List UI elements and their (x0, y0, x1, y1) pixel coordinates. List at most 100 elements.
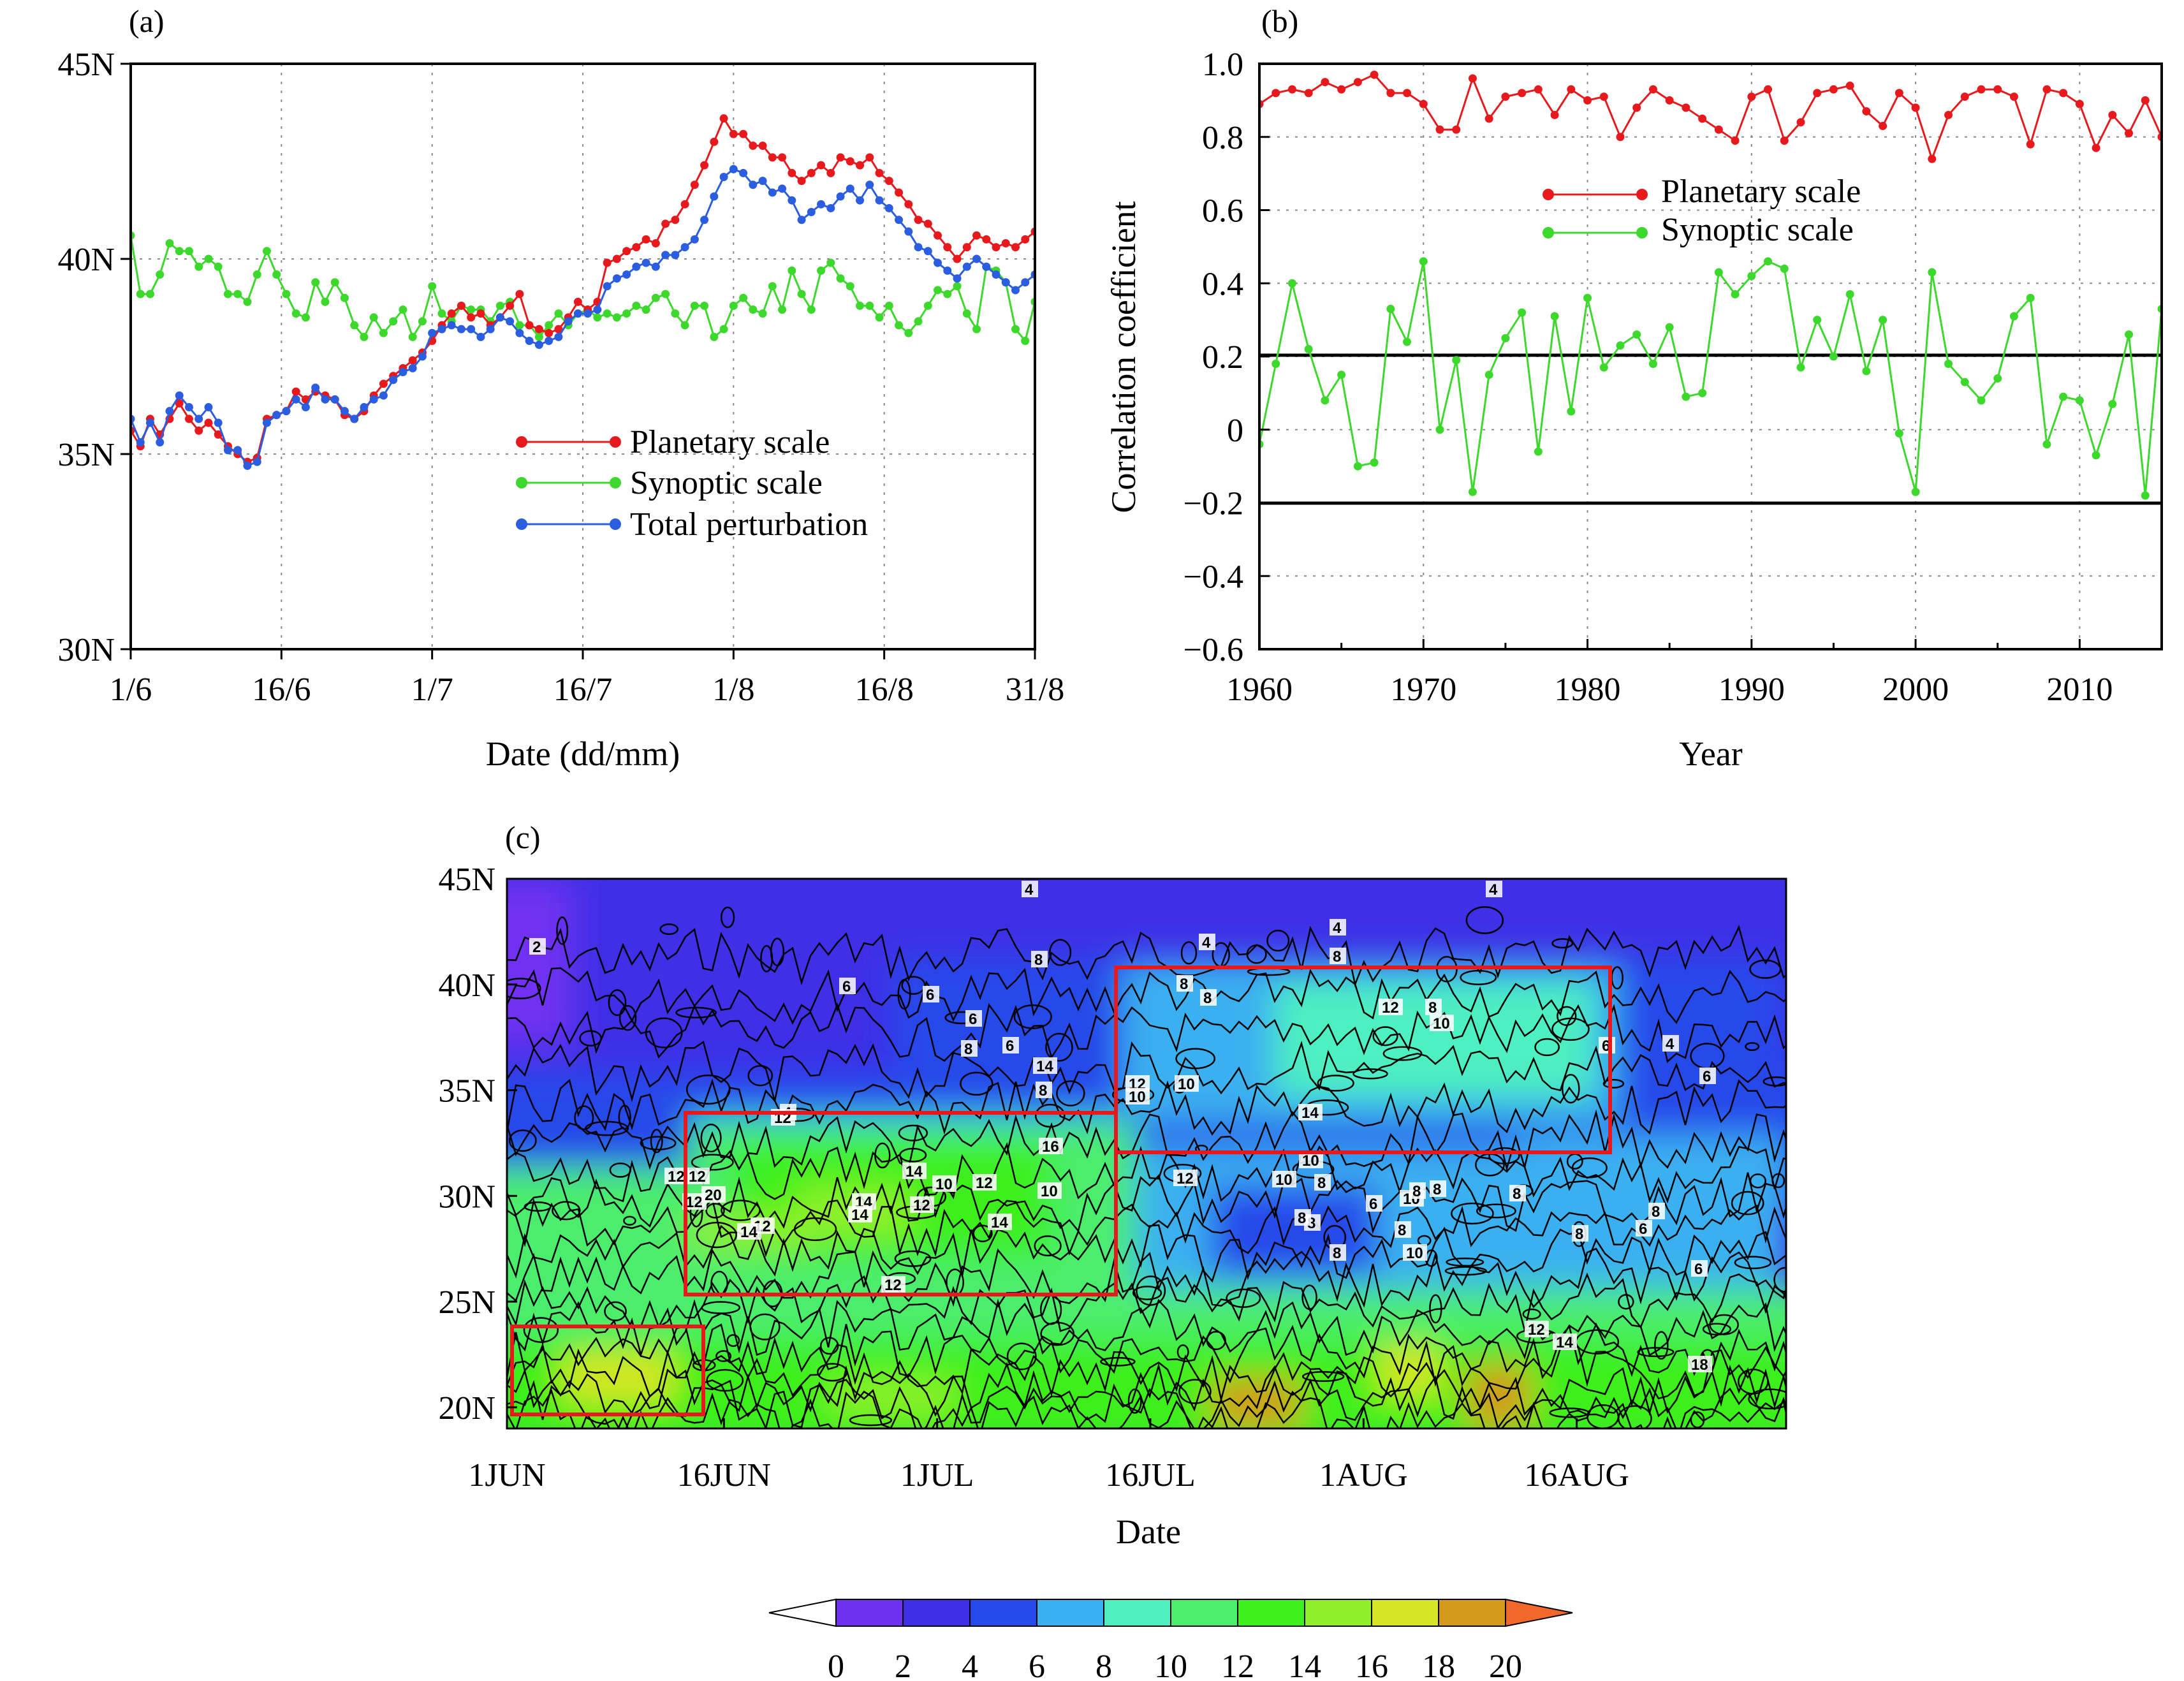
tick-label-x-b: 1960 (1226, 672, 1293, 708)
contour-label-text: 6 (926, 987, 934, 1004)
data-point-a (856, 301, 865, 310)
contour-label-text: 4 (1666, 1036, 1675, 1053)
data-point-a (671, 216, 680, 224)
contour-label: 8 (1572, 1225, 1588, 1243)
contour-label-text: 10 (1129, 1089, 1146, 1106)
data-point-a (856, 161, 865, 170)
ticks-a: 1/6 16/6 1/7 16/7 1/8 16/8 31/8 30N 35N 40N 45N (57, 47, 1064, 708)
data-point-a (1011, 286, 1020, 295)
data-point-a (797, 177, 806, 186)
y-axis-label-b: Correlation coefficient (1104, 201, 1143, 513)
tick-label-x-b: 1990 (1719, 672, 1785, 708)
contour-label: 6 (923, 986, 939, 1004)
data-point-a (710, 137, 719, 146)
data-point-b (1682, 392, 1690, 401)
data-point-b (1796, 118, 1805, 127)
contour-closed (1731, 1191, 1764, 1215)
data-point-a (943, 266, 952, 275)
contour-label-text: 6 (969, 1011, 977, 1028)
contour-label-bg (1036, 1082, 1052, 1098)
contour-label-text: 10 (1433, 1015, 1450, 1032)
contour-label-bg (1294, 1209, 1311, 1226)
data-point-a (749, 142, 758, 150)
contour-label-bg (1553, 1333, 1577, 1350)
tick-label-x-b: 1980 (1555, 672, 1621, 708)
data-point-b (1879, 122, 1887, 131)
colorbar-tick-label: 18 (1422, 1648, 1455, 1681)
data-point-a (1021, 278, 1030, 287)
contour-closed (1176, 1344, 1189, 1360)
data-point-a (389, 317, 398, 326)
contour-closed (1451, 1202, 1494, 1225)
data-point-b (1616, 133, 1625, 142)
data-point-a (778, 153, 787, 162)
data-point-b (1813, 316, 1822, 325)
data-point-a (545, 337, 553, 346)
contour-closed (898, 1124, 928, 1141)
data-point-a (651, 239, 660, 248)
contour-label-text: 14 (991, 1214, 1008, 1231)
data-point-a (953, 254, 962, 263)
contour-label-bg (1175, 1075, 1199, 1092)
contour-label-text: 10 (935, 1176, 953, 1193)
contour-label-bg (1691, 1260, 1708, 1277)
data-point-a (214, 262, 223, 271)
tick-label-x-b: 1970 (1390, 672, 1456, 708)
data-point-a (797, 290, 806, 298)
data-point-b (1911, 103, 1920, 112)
data-point-a (826, 168, 835, 177)
data-point-a (175, 399, 184, 407)
data-point-a (233, 446, 242, 455)
contour-label: 8 (1648, 1203, 1665, 1221)
contour-label-text: 14 (1036, 1058, 1053, 1075)
colorbar-tick-label: 4 (962, 1648, 978, 1681)
contour-label-bg (1430, 1015, 1454, 1031)
contour-label: 8 (1330, 1244, 1346, 1262)
contour-label-bg (932, 1175, 956, 1192)
data-point-b (1796, 363, 1805, 372)
data-point-a (729, 301, 738, 310)
contour-closed (1040, 1321, 1075, 1346)
contour-label-text: 4 (1025, 881, 1034, 899)
contour-label-bg (1272, 1171, 1296, 1187)
data-point-a (680, 321, 689, 330)
tick-label-y-b: 0.2 (1202, 339, 1243, 376)
contour-label-text: 6 (1006, 1038, 1014, 1055)
data-point-b (1534, 85, 1543, 94)
contour-closed (1618, 1294, 1634, 1310)
data-point-a (875, 313, 884, 322)
contour-closed (1132, 1286, 1162, 1300)
contour-label: 12 (972, 1174, 997, 1192)
colorbar-tick-label: 16 (1355, 1648, 1388, 1681)
data-point-a (437, 309, 446, 318)
contour-line (507, 1298, 1786, 1360)
contour-closed (747, 1065, 773, 1087)
contour-label-bg (737, 1223, 761, 1240)
data-point-a (291, 395, 300, 404)
contour-label-text: 10 (1041, 1183, 1058, 1200)
contour-label-bg (1022, 881, 1038, 897)
contour-closed (574, 1105, 594, 1131)
colorbar-cell (902, 1599, 971, 1627)
data-point-a (583, 309, 592, 318)
contour-label: 6 (1366, 1195, 1382, 1213)
data-point-b (2075, 99, 2084, 108)
contour-closed (552, 1201, 581, 1221)
tick-label-x-a: 31/8 (1006, 672, 1064, 708)
colorbar-arrow-high (1505, 1598, 1573, 1627)
data-point-a (651, 293, 660, 302)
data-point-a (875, 196, 884, 205)
data-point-b (1960, 92, 1969, 101)
contour-label-bg (1409, 1182, 1426, 1199)
contour-label-bg (1599, 1037, 1615, 1053)
data-point-a (495, 301, 504, 310)
data-point-b (1764, 85, 1773, 94)
contour-closed (1702, 1323, 1732, 1336)
contour-label: 8 (961, 1040, 978, 1058)
contour-label: 14 (737, 1223, 761, 1241)
tick-label-y-a: 30N (57, 632, 115, 668)
contour-label: 10 (1403, 1244, 1427, 1262)
data-point-b (2092, 451, 2100, 460)
tick-label-x-c: 16JUN (677, 1457, 771, 1494)
